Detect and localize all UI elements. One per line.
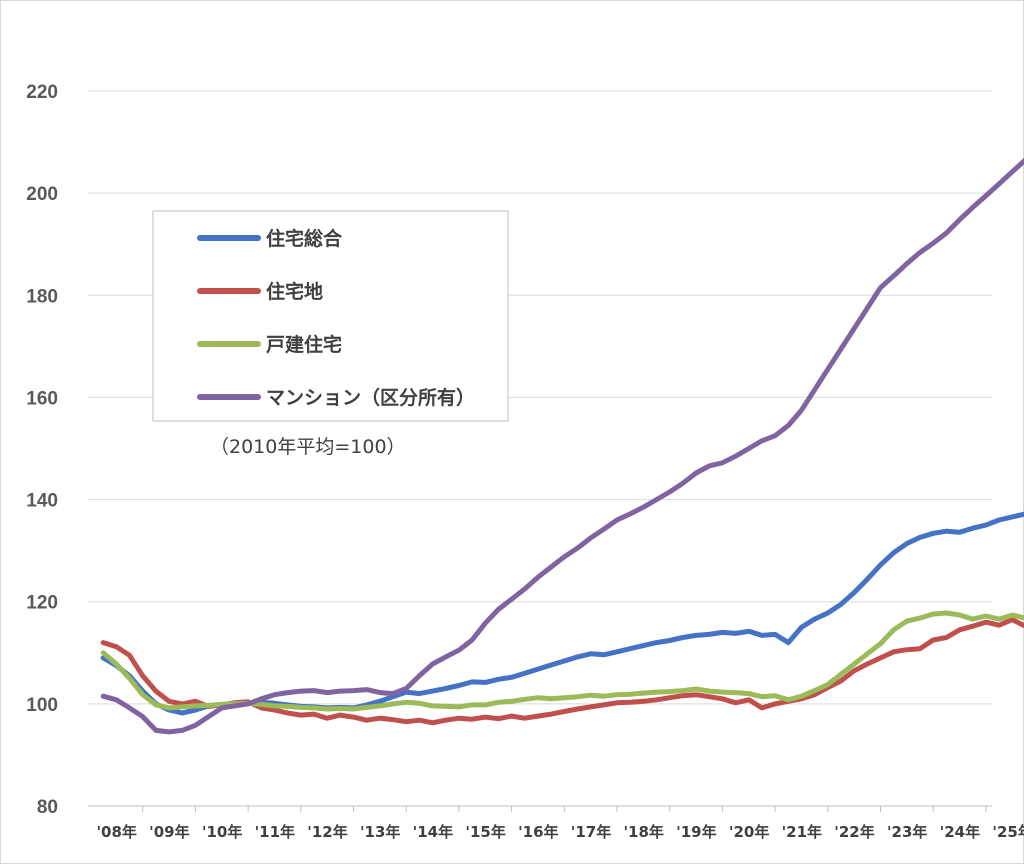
x-tick-5: '13年: [360, 823, 400, 841]
y-tick-160: 160: [26, 388, 58, 409]
x-tick-labels: '08年 '09年 '10年 '11年 '12年 '13年 '14年 '15年 '16年 '17年…: [96, 806, 1024, 841]
x-tick-12: '20年: [729, 823, 769, 841]
series-line-3: [100, 157, 1024, 735]
y-tick-labels: 80 100 120 140 160 180 200 220: [26, 82, 58, 818]
series-line-0: [100, 511, 1024, 716]
x-tick-9: '17年: [571, 823, 611, 841]
x-tick-1: '09年: [149, 823, 189, 841]
x-tick-13: '21年: [782, 823, 822, 841]
x-tick-8: '16年: [518, 823, 558, 841]
series-line-1: [100, 617, 1024, 726]
series-line-2: [100, 610, 1024, 712]
x-tick-10: '18年: [623, 823, 663, 841]
x-tick-0: '08年: [96, 823, 136, 841]
legend: 住宅総合 住宅地 戸建住宅 マンション（区分所有）: [152, 210, 509, 422]
y-tick-180: 180: [26, 286, 58, 307]
y-tick-200: 200: [26, 184, 58, 205]
x-tick-17: '25年: [992, 823, 1024, 841]
chart-note: （2010年平均=100）: [210, 436, 406, 458]
y-tick-220: 220: [26, 82, 58, 103]
x-tick-4: '12年: [307, 823, 347, 841]
x-tick-11: '19年: [676, 823, 716, 841]
x-tick-3: '11年: [255, 823, 295, 841]
x-tick-15: '23年: [887, 823, 927, 841]
legend-label-2: 戸建住宅: [266, 333, 342, 356]
x-tick-14: '22年: [834, 823, 874, 841]
legend-label-0: 住宅総合: [266, 227, 343, 250]
legend-box: [152, 210, 509, 422]
y-tick-140: 140: [26, 491, 58, 512]
legend-label-3: マンション（区分所有）: [266, 386, 475, 409]
y-tick-120: 120: [26, 593, 58, 614]
legend-label-1: 住宅地: [266, 280, 323, 303]
x-tick-16: '24年: [940, 823, 980, 841]
x-tick-7: '15年: [465, 823, 505, 841]
x-tick-2: '10年: [202, 823, 242, 841]
x-tick-6: '14年: [413, 823, 453, 841]
series-lines: [100, 157, 1024, 735]
y-tick-100: 100: [26, 695, 58, 716]
y-tick-80: 80: [37, 797, 58, 818]
